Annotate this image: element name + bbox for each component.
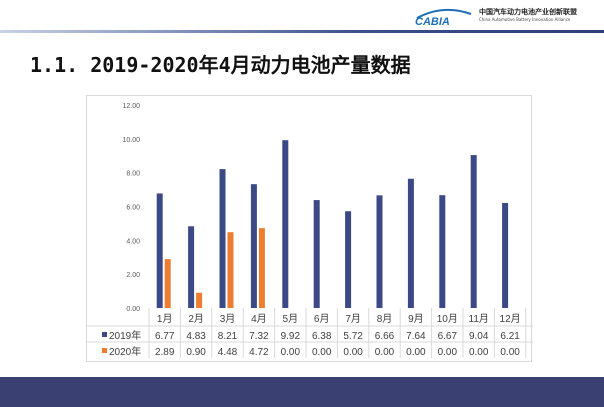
data-label: 8.21 bbox=[218, 331, 238, 342]
legend-label: 2020年 bbox=[109, 345, 141, 358]
data-label: 0.90 bbox=[186, 347, 206, 358]
data-label: 2.89 bbox=[155, 347, 175, 358]
data-label: 0.00 bbox=[281, 347, 301, 358]
cabia-logo: CABIA bbox=[415, 8, 472, 26]
category-label: 10月 bbox=[437, 313, 458, 325]
org-name-en: China Automotive Battery Innovation Alli… bbox=[479, 17, 571, 22]
bar-2019年-3月 bbox=[219, 169, 226, 308]
bar-2020年-4月 bbox=[258, 228, 265, 308]
data-label: 4.83 bbox=[186, 331, 206, 342]
y-tick-label: 12.00 bbox=[122, 103, 140, 110]
page-title: 1.1. 2019-2020年4月动力电池产量数据 bbox=[30, 53, 411, 77]
data-label: 0.00 bbox=[438, 347, 458, 358]
bar-2019年-6月 bbox=[313, 200, 320, 308]
bar-chart: 0.00 2.00 4.00 6.00 8.00 10.00 12.00 1月 2月 3月 4月 5月… bbox=[87, 103, 533, 358]
data-label: 5.72 bbox=[343, 331, 363, 342]
y-tick-label: 10.00 bbox=[122, 137, 140, 144]
legend-swatch-2019年 bbox=[102, 332, 107, 337]
category-label: 3月 bbox=[220, 313, 236, 325]
data-label: 6.21 bbox=[500, 331, 520, 342]
category-label: 12月 bbox=[500, 313, 521, 325]
bar-2019年-4月 bbox=[250, 184, 257, 308]
data-label: 6.66 bbox=[375, 331, 395, 342]
category-label: 7月 bbox=[345, 313, 361, 325]
data-label: 0.00 bbox=[500, 347, 520, 358]
y-tick-label: 8.00 bbox=[126, 171, 140, 178]
bar-2019年-7月 bbox=[345, 211, 352, 308]
bar-2019年-2月 bbox=[188, 226, 195, 308]
bar-2019年-5月 bbox=[282, 140, 289, 308]
legend-label: 2019年 bbox=[109, 329, 141, 342]
bar-2019年-11月 bbox=[470, 155, 477, 308]
data-label: 6.38 bbox=[312, 331, 332, 342]
org-name: 中国汽车动力电池产业创新联盟 bbox=[479, 8, 577, 16]
category-label: 4月 bbox=[251, 313, 267, 325]
category-label: 6月 bbox=[314, 313, 330, 325]
category-label: 5月 bbox=[283, 313, 299, 325]
footer-band bbox=[0, 377, 604, 407]
category-label: 1月 bbox=[157, 313, 173, 325]
data-label: 0.00 bbox=[375, 347, 395, 358]
bar-2019年-9月 bbox=[407, 178, 414, 308]
legend-swatch-2020年 bbox=[102, 348, 107, 353]
data-label: 4.48 bbox=[218, 347, 238, 358]
data-label: 0.00 bbox=[406, 347, 426, 358]
data-label: 7.32 bbox=[249, 331, 269, 342]
data-label: 9.04 bbox=[469, 331, 489, 342]
data-label: 4.72 bbox=[249, 347, 269, 358]
data-label: 0.00 bbox=[343, 347, 363, 358]
data-label: 7.64 bbox=[406, 331, 426, 342]
chart-container: 0.00 2.00 4.00 6.00 8.00 10.00 12.00 1月 2月 3月 4月 5月… bbox=[86, 95, 533, 362]
y-tick-label: 4.00 bbox=[126, 238, 140, 245]
bar-2020年-1月 bbox=[164, 259, 171, 308]
y-tick-label: 2.00 bbox=[126, 272, 140, 279]
category-label: 9月 bbox=[408, 313, 424, 325]
bar-2019年-10月 bbox=[439, 195, 446, 308]
data-label: 0.00 bbox=[312, 347, 332, 358]
y-tick-label: 0.00 bbox=[126, 306, 140, 313]
bar-2020年-3月 bbox=[227, 232, 234, 308]
category-label: 8月 bbox=[377, 313, 393, 325]
y-tick-label: 6.00 bbox=[126, 205, 140, 212]
data-label: 0.00 bbox=[469, 347, 489, 358]
data-label: 9.92 bbox=[281, 331, 301, 342]
bar-2019年-12月 bbox=[502, 202, 509, 308]
bar-2020年-2月 bbox=[196, 292, 203, 308]
category-label: 11月 bbox=[469, 313, 489, 325]
data-label: 6.67 bbox=[438, 331, 458, 342]
bar-2019年-1月 bbox=[156, 193, 163, 308]
svg-text:CABIA: CABIA bbox=[415, 16, 450, 26]
bar-2019年-8月 bbox=[376, 195, 383, 308]
category-label: 2月 bbox=[188, 313, 204, 325]
data-label: 6.77 bbox=[155, 331, 175, 342]
header-divider bbox=[0, 30, 604, 33]
